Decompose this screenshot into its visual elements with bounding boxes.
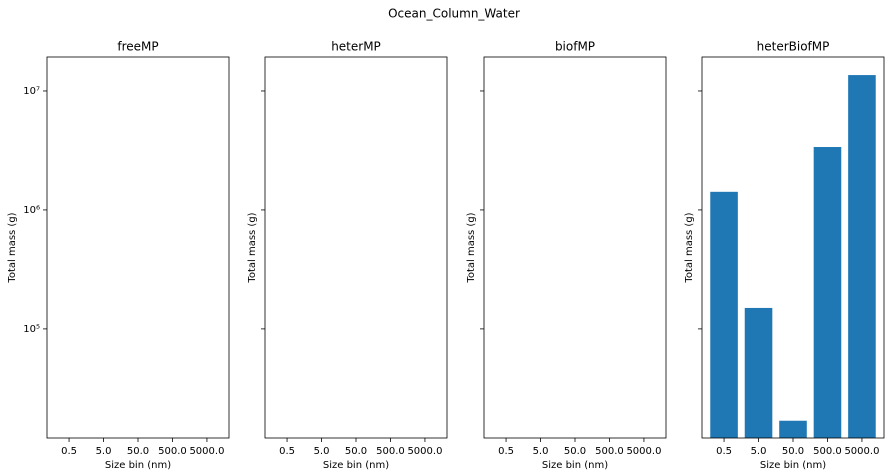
x-tick-label: 50.0 xyxy=(782,446,804,457)
axes-frame xyxy=(46,56,230,439)
y-tick-label: 10⁷ xyxy=(23,86,40,97)
axes-frame xyxy=(483,56,667,439)
x-axis-label: Size bin (nm) xyxy=(323,460,389,471)
bar xyxy=(744,307,773,438)
x-tick-label: 500.0 xyxy=(813,446,842,457)
subplot-title: biofMP xyxy=(555,40,595,54)
y-axis-label: Total mass (g) xyxy=(7,212,18,283)
figure-title: Ocean_Column_Water xyxy=(388,7,520,21)
x-axis-label: Size bin (nm) xyxy=(105,460,171,471)
x-tick-label: 50.0 xyxy=(345,446,367,457)
subplot-title: heterBiofMP xyxy=(757,40,830,54)
axes-frame xyxy=(264,56,448,439)
x-tick-label: 5000.0 xyxy=(407,446,442,457)
x-tick-label: 0.5 xyxy=(61,446,77,457)
x-tick-label: 5.0 xyxy=(96,446,112,457)
y-axis-label: Total mass (g) xyxy=(684,212,695,283)
x-tick-label: 500.0 xyxy=(376,446,405,457)
x-tick-label: 5.0 xyxy=(314,446,330,457)
x-tick-label: 5000.0 xyxy=(844,446,879,457)
x-axis-label: Size bin (nm) xyxy=(542,460,608,471)
bar xyxy=(813,147,842,438)
x-axis-label: Size bin (nm) xyxy=(760,460,826,471)
y-tick-label: 10⁵ xyxy=(23,324,40,335)
x-tick-label: 5.0 xyxy=(533,446,549,457)
x-tick-label: 0.5 xyxy=(716,446,732,457)
x-tick-label: 50.0 xyxy=(564,446,586,457)
x-tick-label: 5000.0 xyxy=(189,446,224,457)
x-tick-label: 5000.0 xyxy=(626,446,661,457)
y-axis-label: Total mass (g) xyxy=(247,212,258,283)
bar xyxy=(779,420,807,438)
x-tick-label: 0.5 xyxy=(279,446,295,457)
x-tick-label: 0.5 xyxy=(498,446,514,457)
bar xyxy=(710,191,738,438)
subplot-title: freeMP xyxy=(117,40,158,54)
x-tick-label: 500.0 xyxy=(595,446,624,457)
x-tick-label: 50.0 xyxy=(127,446,149,457)
bar xyxy=(848,75,876,439)
subplot-title: heterMP xyxy=(331,40,381,54)
x-tick-label: 500.0 xyxy=(158,446,187,457)
y-axis-label: Total mass (g) xyxy=(466,212,477,283)
x-tick-label: 5.0 xyxy=(751,446,767,457)
y-tick-label: 10⁶ xyxy=(23,205,40,216)
